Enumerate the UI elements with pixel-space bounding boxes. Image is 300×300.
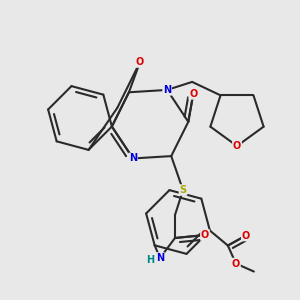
Text: O: O [233,141,241,151]
Text: N: N [163,85,171,95]
Text: S: S [179,185,187,195]
Text: O: O [189,89,197,99]
Text: O: O [242,230,250,241]
Text: O: O [136,57,144,67]
Text: N: N [129,154,137,164]
Text: O: O [201,230,209,240]
Text: O: O [232,259,240,269]
Text: N: N [156,253,164,263]
Text: H: H [146,255,154,265]
